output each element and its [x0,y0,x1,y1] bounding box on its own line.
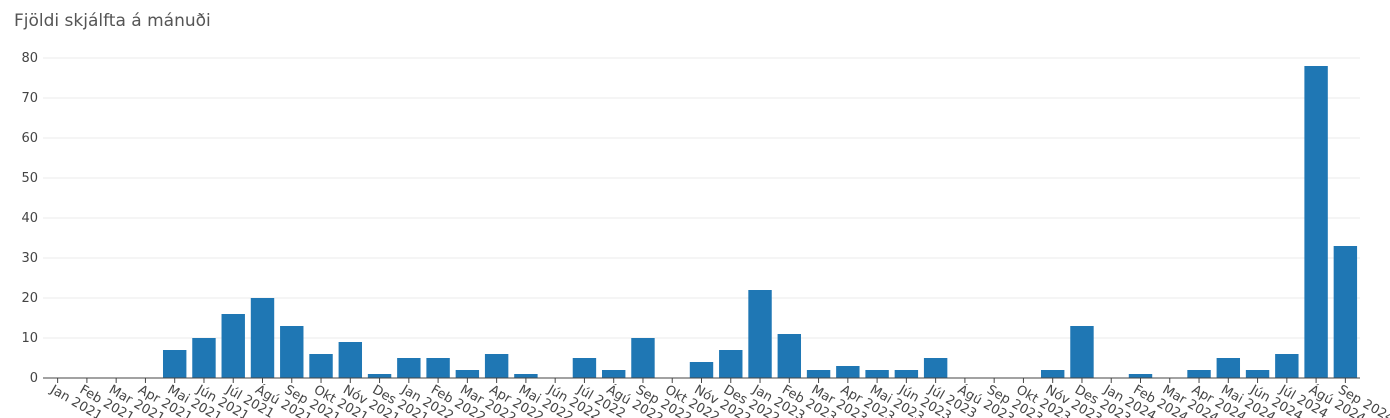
y-tick-label: 30 [21,251,38,266]
y-tick-label: 70 [21,91,38,106]
y-tick-label: 40 [21,211,38,226]
bar [1216,358,1241,378]
y-tick-label: 60 [21,131,38,146]
bar [1275,354,1299,378]
bar [689,362,714,378]
bar [572,358,597,378]
bar [1070,326,1094,378]
bar [1040,370,1065,378]
bar [806,370,831,378]
bar [426,358,450,378]
y-tick-label: 20 [21,291,38,306]
y-tick-label: 10 [21,331,38,346]
bar [1333,246,1358,378]
bar [484,354,509,378]
bar [894,370,919,378]
chart-title: Fjöldi skjálfta á mánuði [14,11,211,31]
bar [836,366,860,378]
bar [367,374,392,378]
y-tick-label: 80 [21,51,38,66]
y-tick-label: 50 [21,171,38,186]
bar [601,370,626,378]
bar [221,314,245,378]
bar [719,350,743,378]
bar [192,338,216,378]
bar [1187,370,1211,378]
bar [748,290,772,378]
bar [631,338,655,378]
bar [338,342,363,378]
y-tick-label: 0 [30,371,38,386]
bar [1304,66,1328,378]
bar [777,334,802,378]
bar [455,370,480,378]
bar [865,370,889,378]
bar [1128,374,1153,378]
bar [1245,370,1270,378]
bar [162,350,187,378]
bar [397,358,421,378]
bar [514,374,538,378]
bar [309,354,333,378]
bar [923,358,948,378]
bar [280,326,304,378]
bar [250,298,275,378]
